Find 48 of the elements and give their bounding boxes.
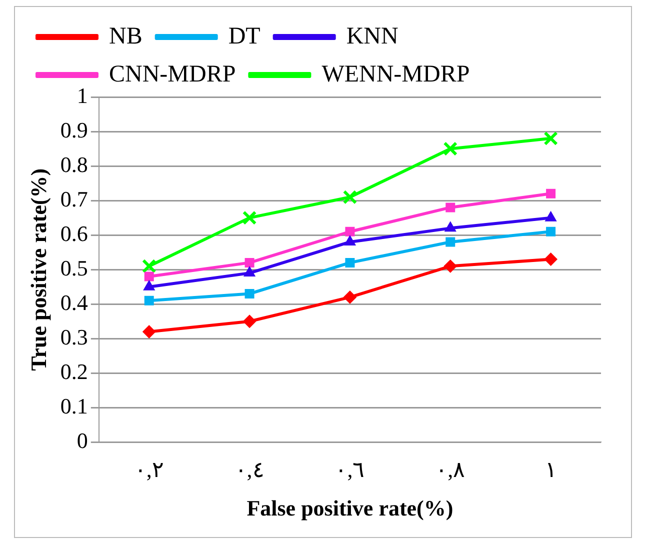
x-axis-title: False positive rate(%) xyxy=(246,495,454,520)
point xyxy=(144,296,154,306)
legend-label: DT xyxy=(228,23,261,50)
point xyxy=(345,258,355,268)
x-tick-label: ٠,٨ xyxy=(436,457,466,482)
point xyxy=(345,226,355,236)
y-tick-label: 0 xyxy=(76,428,88,453)
y-tick-label: 0.5 xyxy=(60,255,88,280)
point xyxy=(446,202,456,212)
point xyxy=(546,226,556,236)
point xyxy=(244,266,256,277)
point xyxy=(444,260,457,273)
y-tick-label: 0.8 xyxy=(60,152,88,177)
x-tick-label: ١ xyxy=(544,457,557,482)
point xyxy=(242,210,257,225)
point xyxy=(344,235,356,246)
point xyxy=(545,211,556,222)
y-tick-label: 0.3 xyxy=(60,324,88,350)
point xyxy=(446,237,456,247)
point xyxy=(342,190,358,204)
y-tick-label: 0.7 xyxy=(60,186,88,212)
point xyxy=(443,142,458,156)
y-tick-label: 0.4 xyxy=(60,290,88,315)
point xyxy=(144,272,154,282)
x-tick-label: ٠,٦ xyxy=(335,457,365,482)
x-tick-label: ٠,٤ xyxy=(234,457,264,482)
x-tick-label: ٠,٢ xyxy=(134,457,164,482)
point xyxy=(544,252,558,266)
y-tick-label: 0.9 xyxy=(60,117,88,142)
y-tick-label: 0.1 xyxy=(60,393,88,418)
point xyxy=(244,289,254,299)
legend-label: WENN-MDRP xyxy=(322,61,470,88)
point xyxy=(143,280,155,290)
y-tick-label: 1 xyxy=(76,82,88,108)
point xyxy=(142,325,156,338)
point xyxy=(243,314,256,328)
point xyxy=(142,258,156,274)
y-tick-label: 0.2 xyxy=(60,358,88,384)
point xyxy=(544,131,558,146)
legend-label: CNN-MDRP xyxy=(109,61,236,88)
point xyxy=(444,222,456,232)
legend-label: KNN xyxy=(346,23,398,50)
y-tick-label: 0.6 xyxy=(60,220,88,246)
legend-label: NB xyxy=(109,23,142,50)
point xyxy=(546,188,556,198)
y-axis-title: True positive rate(%) xyxy=(26,168,51,371)
point xyxy=(343,290,356,304)
point xyxy=(244,258,254,268)
